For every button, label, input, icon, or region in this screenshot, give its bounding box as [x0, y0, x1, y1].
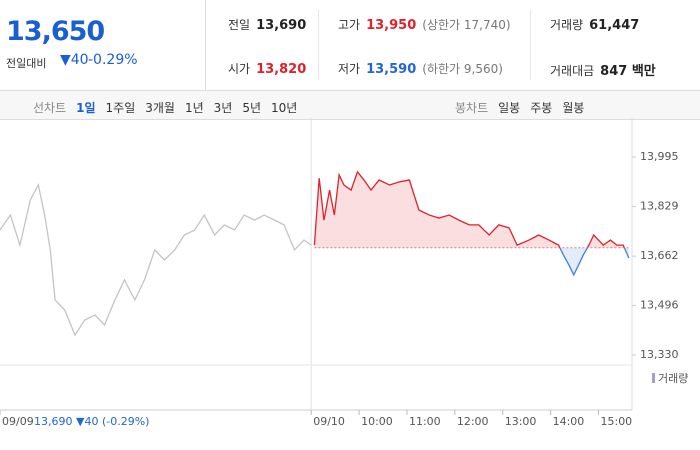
tab[interactable]: 주봉 — [530, 101, 553, 115]
stat: 전일 13,690 — [228, 16, 312, 33]
stat-note: (하한가 9,560) — [422, 62, 503, 76]
tab[interactable]: 10년 — [271, 101, 298, 115]
tab-group-label: 봉차트 — [455, 101, 489, 115]
tab[interactable]: 1년 — [184, 101, 204, 115]
stat: 거래대금 847 백만 — [550, 60, 662, 79]
stat-label: 전일 — [228, 18, 251, 32]
stat-value: 13,820 — [256, 62, 307, 77]
stat-label: 시가 — [228, 62, 251, 76]
stat-label: 거래대금 — [550, 64, 595, 78]
price-box: 13,650 전일대비 ▼40 -0.29% — [0, 0, 206, 90]
line-tabs: 선차트 1일 1주일 3개월 1년 3년 5년 10년 — [28, 97, 302, 116]
chart: 13,330 13,496 13,662 13,829 13,995 09/09 09/10… — [0, 118, 688, 428]
x-tick-label: 14:00 — [553, 415, 585, 428]
stat: 거래량 61,447 — [550, 16, 645, 33]
footer-info: 13,690 ▼40 (-0.29%) — [34, 415, 149, 428]
x-tick-label: 15:00 — [600, 415, 632, 428]
stat-value: 13,590 — [366, 62, 417, 77]
x-tick-label: 09/09 — [2, 415, 34, 428]
tab[interactable]: 1주일 — [105, 101, 136, 115]
stat-label: 거래량 — [550, 18, 584, 32]
stat-label: 저가 — [338, 62, 361, 76]
volume-label: 거래량 — [658, 372, 688, 385]
stat-value: 61,447 — [589, 18, 640, 33]
change: ▼40 — [60, 52, 89, 68]
x-tick-label: 11:00 — [409, 415, 441, 428]
x-tick-label: 09/10 — [313, 415, 345, 428]
stat: 고가 13,950 (상한가 17,740) — [338, 16, 517, 33]
y-tick-label: 13,330 — [640, 348, 679, 361]
stat-value: 13,690 — [256, 18, 307, 33]
price: 13,650 — [6, 16, 105, 47]
x-tick-label: 13:00 — [505, 415, 537, 428]
volume-legend-swatch — [652, 373, 655, 383]
candle-tabs: 봉차트 일봉 주봉 월봉 — [450, 97, 589, 116]
separator — [530, 10, 531, 80]
separator — [318, 10, 319, 80]
x-tick-label: 10:00 — [361, 415, 393, 428]
y-tick-label: 13,829 — [640, 199, 679, 212]
x-tick-label: 12:00 — [457, 415, 489, 428]
y-tick-label: 13,995 — [640, 150, 679, 163]
tab[interactable]: 월봉 — [562, 101, 585, 115]
stat-note: (상한가 17,740) — [422, 18, 511, 32]
area-up — [314, 171, 629, 248]
tab[interactable]: 3년 — [213, 101, 233, 115]
tab-group-label: 선차트 — [33, 101, 67, 115]
tab[interactable]: 5년 — [242, 101, 262, 115]
change-label: 전일대비 — [6, 57, 47, 70]
tab[interactable]: 3개월 — [145, 101, 175, 115]
area-down — [559, 247, 629, 275]
stat-value: 13,950 — [366, 18, 417, 33]
tab[interactable]: 1일 — [76, 101, 96, 115]
line-up — [313, 170, 626, 248]
tab-bar: 선차트 1일 1주일 3개월 1년 3년 5년 10년 봉차트 일봉 주봉 월봉 — [0, 90, 700, 120]
stat: 시가 13,820 — [228, 60, 312, 77]
y-tick-label: 13,662 — [640, 249, 679, 262]
change-pct: -0.29% — [88, 52, 138, 68]
line — [0, 183, 312, 337]
stat-label: 고가 — [338, 18, 361, 32]
stat-value: 847 백만 — [600, 64, 656, 79]
stat: 저가 13,590 (하한가 9,560) — [338, 60, 509, 77]
y-tick-label: 13,496 — [640, 299, 679, 312]
tab[interactable]: 일봉 — [498, 101, 521, 115]
